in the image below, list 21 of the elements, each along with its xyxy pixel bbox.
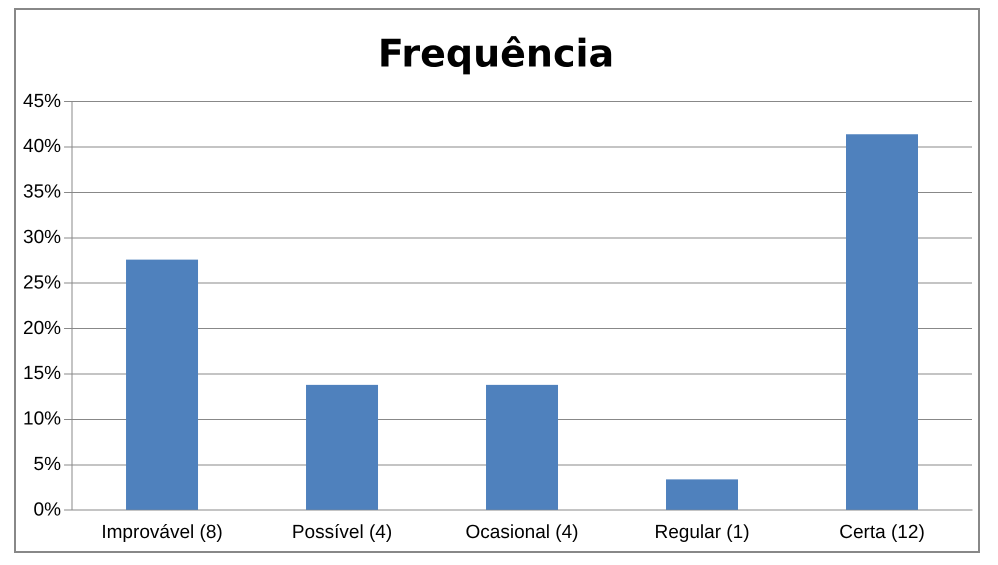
bar xyxy=(126,260,198,510)
y-tick-label: 0% xyxy=(34,499,62,520)
chart-title: Frequência xyxy=(378,32,614,76)
bar xyxy=(846,134,918,510)
x-tick-label: Certa (12) xyxy=(839,522,925,543)
x-tick-label: Ocasional (4) xyxy=(466,522,579,543)
y-tick-label: 20% xyxy=(22,318,62,339)
y-tick-label: 25% xyxy=(22,272,62,294)
y-tick-label: 45% xyxy=(22,90,62,112)
y-tick-label: 30% xyxy=(22,227,62,248)
bar xyxy=(486,384,558,510)
y-tick-label: 10% xyxy=(22,408,62,430)
x-tick-label: Regular (1) xyxy=(654,522,750,543)
bar xyxy=(306,384,378,510)
y-tick-label: 40% xyxy=(22,136,62,158)
y-tick-label: 5% xyxy=(34,454,62,476)
x-tick-label: Improvável (8) xyxy=(101,522,223,543)
x-tick-label: Possível (4) xyxy=(292,522,392,543)
bar xyxy=(666,479,738,510)
y-tick-label: 15% xyxy=(22,363,62,384)
y-tick-label: 35% xyxy=(22,182,62,203)
